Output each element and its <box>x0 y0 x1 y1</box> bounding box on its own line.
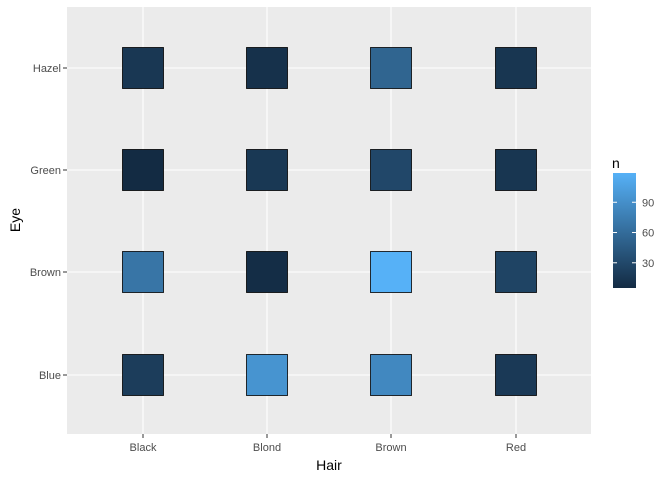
legend-colorbar <box>613 173 636 288</box>
y-axis-title: Eye <box>7 208 23 232</box>
x-tick-label-blond: Blond <box>253 442 281 454</box>
tile-brown-green <box>370 149 412 191</box>
y-axis: Blue Brown Green Hazel <box>30 63 67 382</box>
legend-title: n <box>612 155 620 171</box>
tile-red-blue <box>495 354 537 396</box>
legend-ticks: 30 60 90 <box>613 197 654 270</box>
x-axis: Black Blond Brown Red <box>130 434 526 454</box>
tile-black-green <box>122 149 164 191</box>
legend-label-60: 60 <box>642 228 654 240</box>
tile-brown-hazel <box>370 47 412 89</box>
y-tick-label-green: Green <box>30 165 61 177</box>
tile-black-brown <box>122 251 164 293</box>
tile-red-brown <box>495 251 537 293</box>
y-tick-label-brown: Brown <box>30 267 61 279</box>
tile-red-hazel <box>495 47 537 89</box>
tile-black-blue <box>122 354 164 396</box>
tile-red-green <box>495 149 537 191</box>
legend-label-90: 90 <box>642 197 654 209</box>
y-tick-label-hazel: Hazel <box>33 63 61 75</box>
tile-blond-hazel <box>246 47 288 89</box>
legend: n 30 60 90 <box>612 155 654 288</box>
tile-brown-brown <box>370 251 412 293</box>
tile-blond-blue <box>246 354 288 396</box>
x-tick-label-black: Black <box>130 442 157 454</box>
x-tick-label-brown: Brown <box>375 442 406 454</box>
x-axis-title: Hair <box>316 457 342 473</box>
legend-label-30: 30 <box>642 258 654 270</box>
tile-blond-green <box>246 149 288 191</box>
tile-blond-brown <box>246 251 288 293</box>
x-tick-label-red: Red <box>506 442 526 454</box>
y-tick-label-blue: Blue <box>39 370 61 382</box>
tile-brown-blue <box>370 354 412 396</box>
tile-black-hazel <box>122 47 164 89</box>
tiles-layer <box>122 47 537 396</box>
